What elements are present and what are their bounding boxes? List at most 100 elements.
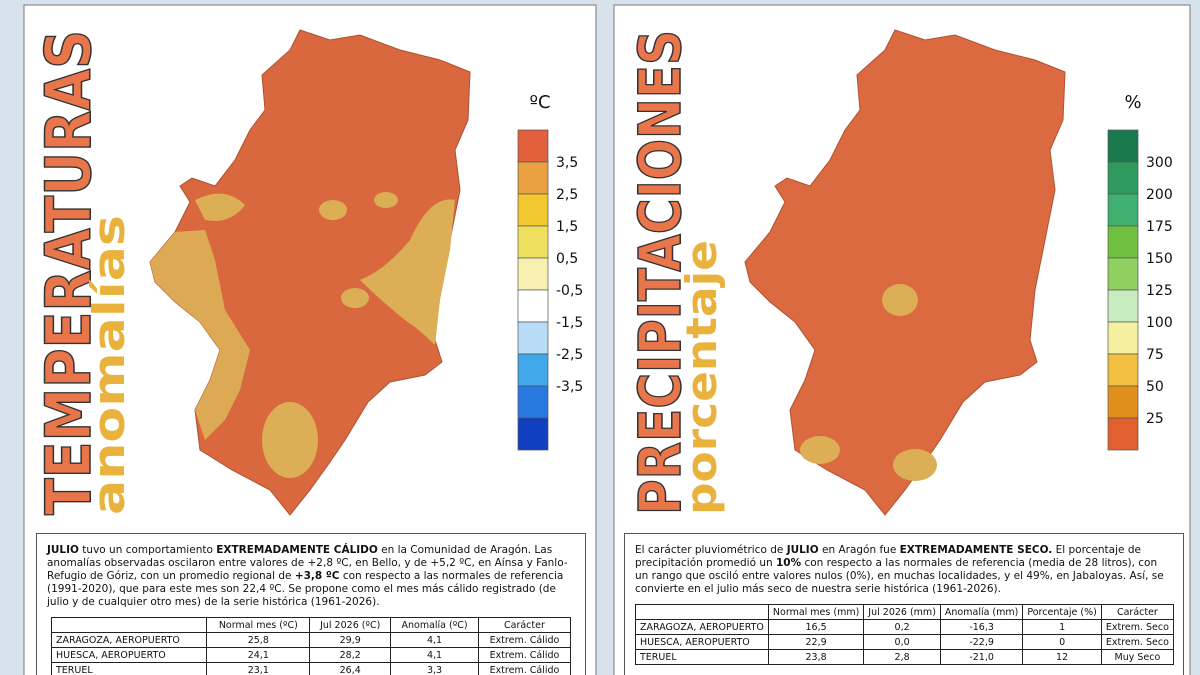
- legend-label: -0,5: [556, 283, 583, 299]
- legend-swatch: [517, 193, 549, 227]
- header-cell: [635, 604, 769, 620]
- description-run: en Aragón fue: [818, 544, 900, 556]
- legend-label: 25: [1146, 411, 1164, 427]
- description-run: en la Comunidad de Aragón. Las anomalías…: [47, 544, 568, 582]
- table-cell: 24,1: [206, 647, 311, 663]
- legend-label: 0,5: [556, 251, 578, 267]
- description-run: +3,8 ºC: [294, 570, 340, 582]
- map-temperature: [149, 29, 471, 516]
- header-cell: Porcentaje (%): [1022, 604, 1102, 620]
- legend-label: 50: [1146, 379, 1164, 395]
- legend-swatch: [517, 257, 549, 291]
- legend-swatch: [1107, 257, 1139, 291]
- legend-swatch: [517, 385, 549, 419]
- legend-unit: %: [1124, 92, 1141, 113]
- header-cell: Anomalía (mm): [939, 604, 1024, 620]
- legend-swatch: [517, 161, 549, 195]
- legend-label: -1,5: [556, 315, 583, 331]
- legend-swatch: [517, 321, 549, 355]
- description-run: JULIO: [47, 544, 79, 556]
- legend-label: -3,5: [556, 379, 583, 395]
- header-cell: [50, 617, 208, 633]
- table-cell: 25,8: [206, 632, 311, 648]
- table-cell: 16,5: [767, 619, 865, 635]
- legend-label: 100: [1146, 315, 1173, 331]
- table-header: Normal mes (ºC) Jul 2026 (ºC) Anomalía (ºC…: [50, 617, 572, 633]
- legend-swatch: [1107, 385, 1139, 419]
- description-run: tuvo un comportamiento: [78, 544, 217, 556]
- table-cell: Extrem. Cálido: [477, 662, 572, 675]
- header-cell: Anomalía (ºC): [390, 617, 479, 633]
- legend-swatch: [1107, 161, 1139, 195]
- description-run: El porcentaje de precipitación promedió …: [635, 544, 1141, 569]
- table-cell: 1: [1022, 619, 1102, 635]
- legend-label: 300: [1146, 155, 1173, 171]
- description-run: EXTREMADAMENTE SECO.: [899, 544, 1053, 556]
- header-cell: Jul 2026 (ºC): [309, 617, 392, 633]
- description: JULIO tuvo un comportamiento EXTREMADAME…: [47, 544, 575, 609]
- panel-title: TEMPERATURAS: [32, 30, 105, 515]
- legend-label: 150: [1146, 251, 1173, 267]
- table-cell: 2,8: [863, 649, 941, 665]
- legend-swatch: [517, 129, 549, 163]
- description-run: con respecto a las normales de referenci…: [47, 570, 564, 608]
- table-cell: ZARAGOZA, AEROPUERTO: [635, 619, 769, 635]
- table-cell: 23,8: [767, 649, 865, 665]
- panel-subtitle: anomalías: [84, 215, 135, 515]
- header-cell: Jul 2026 (mm): [863, 604, 941, 620]
- description-run: EXTREMADAMENTE CÁLIDO: [216, 544, 378, 556]
- legend-swatch: [1107, 225, 1139, 259]
- table-cell: 26,4: [309, 662, 392, 675]
- table-cell: Muy Seco: [1100, 649, 1174, 665]
- table-cell: 4,1: [390, 632, 479, 648]
- description-run: con respecto a las normales de referenci…: [635, 557, 1164, 595]
- table-cell: HUESCA, AEROPUERTO: [635, 634, 769, 650]
- legend-swatch: [1107, 353, 1139, 387]
- description-run: JULIO: [786, 544, 819, 556]
- data-table: Normal mes (ºC) Jul 2026 (ºC) Anomalía (ºC…: [50, 617, 572, 675]
- panel-title: PRECIPITACIONES: [626, 30, 694, 515]
- header-cell: Normal mes (mm): [767, 604, 865, 620]
- panel-subtitle: porcentaje: [677, 240, 726, 515]
- legend-unit: ºC: [529, 92, 550, 113]
- legend-label: -2,5: [556, 347, 583, 363]
- table-cell: 4,1: [390, 647, 479, 663]
- legend-swatch: [1107, 321, 1139, 355]
- legend-swatch: [1107, 289, 1139, 323]
- header-cell: Carácter: [1100, 604, 1174, 620]
- table-cell: 0,0: [863, 634, 941, 650]
- table-row: TERUEL 23,1 26,4 3,3 Extrem. Cálido: [50, 662, 572, 675]
- table-cell: TERUEL: [635, 649, 769, 665]
- table-cell: -22,9: [939, 634, 1024, 650]
- table-cell: 3,3: [390, 662, 479, 675]
- legend-label: 175: [1146, 219, 1173, 235]
- table-cell: Extrem. Cálido: [477, 647, 572, 663]
- map-precipitation: [744, 29, 1066, 516]
- table-cell: -16,3: [939, 619, 1024, 635]
- table-cell: 28,2: [309, 647, 392, 663]
- legend-swatch: [517, 289, 549, 323]
- table-cell: 12: [1022, 649, 1102, 665]
- legend-swatch: [517, 353, 549, 387]
- description: El carácter pluviométrico de JULIO en Ar…: [635, 544, 1173, 596]
- legend-swatch: [1107, 193, 1139, 227]
- table-row: TERUEL 23,8 2,8 -21,0 12 Muy Seco: [635, 649, 1174, 665]
- description-run: 10%: [776, 557, 802, 569]
- table-cell: 23,1: [206, 662, 311, 675]
- table-cell: TERUEL: [50, 662, 208, 675]
- legend-swatch: [1107, 417, 1139, 451]
- legend-label: 125: [1146, 283, 1173, 299]
- table-row: ZARAGOZA, AEROPUERTO 16,5 0,2 -16,3 1 Extrem.…: [635, 619, 1174, 635]
- description-box: El carácter pluviométrico de JULIO en Ar…: [624, 533, 1184, 675]
- header-cell: Carácter: [477, 617, 572, 633]
- legend-label: 1,5: [556, 219, 578, 235]
- table-row: HUESCA, AEROPUERTO 24,1 28,2 4,1 Extrem. Cál…: [50, 647, 572, 663]
- table-cell: -21,0: [939, 649, 1024, 665]
- table-cell: 0: [1022, 634, 1102, 650]
- table-cell: 0,2: [863, 619, 941, 635]
- table-cell: 29,9: [309, 632, 392, 648]
- table-cell: Extrem. Seco: [1100, 619, 1174, 635]
- table-row: ZARAGOZA, AEROPUERTO 25,8 29,9 4,1 Extrem. C…: [50, 632, 572, 648]
